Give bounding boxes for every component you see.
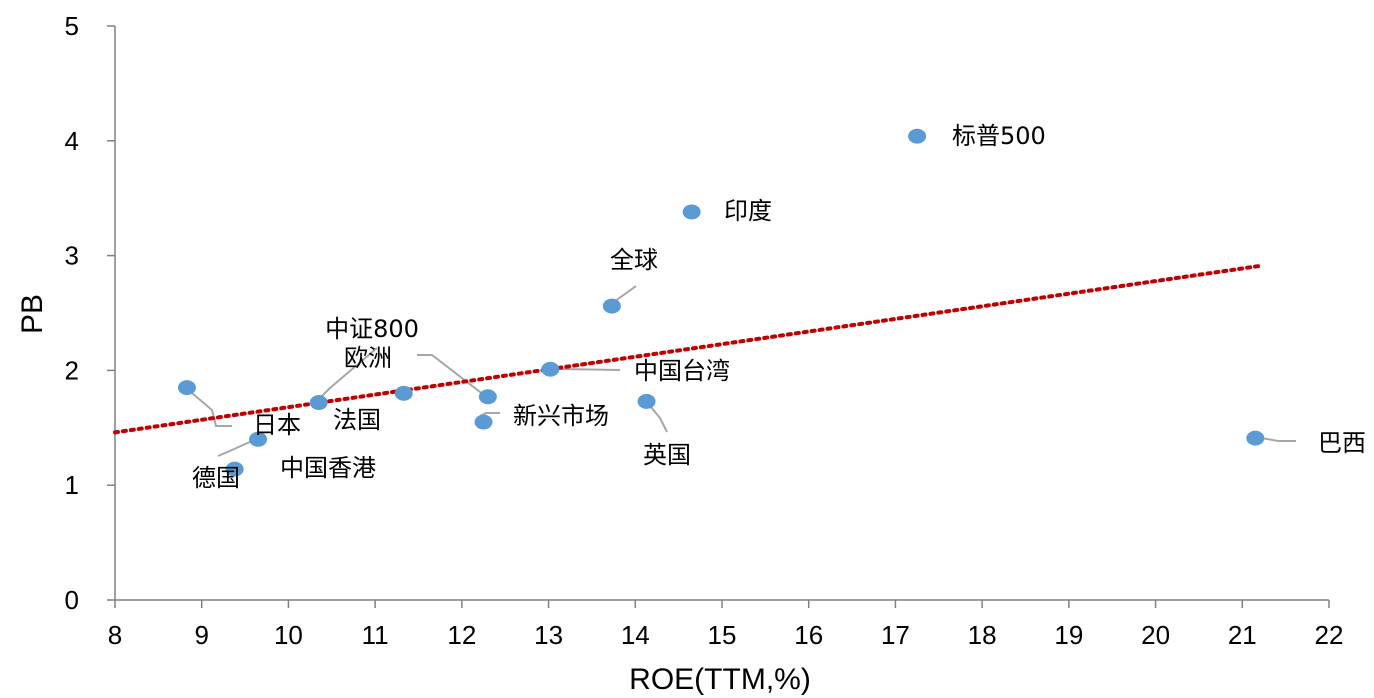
point-label: 标普500 — [952, 122, 1046, 150]
point-label: 巴西 — [1318, 429, 1366, 457]
point-label: 欧洲 — [344, 344, 392, 372]
point-label: 新兴市场 — [513, 402, 609, 430]
point-label: 德国 — [192, 464, 240, 492]
point-label: 日本 — [253, 411, 301, 439]
point-label: 印度 — [724, 197, 772, 225]
point-label: 英国 — [643, 441, 691, 469]
data-point — [177, 380, 196, 396]
point-label: 中国台湾 — [634, 357, 730, 385]
x-tick-label: 14 — [621, 620, 650, 650]
y-axis-title: PB — [16, 294, 49, 334]
point-label: 中国香港 — [280, 454, 376, 482]
y-axis: 0 1 2 3 4 5 — [65, 11, 116, 615]
trendline-line — [113, 263, 1262, 435]
data-point — [541, 361, 560, 377]
y-tick-label: 0 — [65, 585, 79, 615]
data-point — [637, 393, 656, 409]
data-point — [908, 128, 927, 144]
x-tick-label: 18 — [968, 620, 997, 650]
x-tick-label: 11 — [362, 620, 389, 650]
x-tick-label: 22 — [1315, 620, 1344, 650]
data-point — [474, 414, 493, 430]
trendline — [113, 263, 1262, 435]
x-tick-label: 16 — [794, 620, 823, 650]
data-points — [177, 128, 1265, 477]
point-label: 中证800 — [325, 315, 419, 343]
data-point — [478, 389, 497, 405]
leader-line — [217, 439, 255, 457]
data-point — [682, 204, 701, 220]
x-tick-label: 10 — [274, 620, 303, 650]
data-point — [249, 431, 268, 447]
y-tick-label: 1 — [65, 470, 79, 500]
data-point — [394, 385, 413, 401]
y-tick-label: 2 — [65, 355, 79, 385]
x-tick-label: 21 — [1228, 620, 1257, 650]
point-label: 全球 — [610, 246, 658, 274]
x-tick-label: 9 — [194, 620, 208, 650]
x-axis-title: ROE(TTM,%) — [629, 663, 811, 696]
y-tick-label: 5 — [65, 11, 79, 41]
x-tick-label: 8 — [108, 620, 122, 650]
x-tick-label: 19 — [1054, 620, 1083, 650]
data-point — [1246, 430, 1265, 446]
x-tick-label: 15 — [708, 620, 737, 650]
y-tick-label: 3 — [65, 241, 79, 271]
data-point — [309, 395, 328, 411]
data-point — [602, 298, 621, 314]
data-point — [225, 461, 244, 477]
x-tick-label: 13 — [534, 620, 563, 650]
x-tick-label: 12 — [447, 620, 476, 650]
x-axis: 8 9 10 11 12 13 14 15 16 17 18 19 20 21 22 — [108, 599, 1344, 650]
y-tick-label: 4 — [65, 126, 79, 156]
point-label: 法国 — [333, 406, 381, 434]
x-tick-label: 17 — [881, 620, 910, 650]
x-tick-label: 20 — [1141, 620, 1170, 650]
